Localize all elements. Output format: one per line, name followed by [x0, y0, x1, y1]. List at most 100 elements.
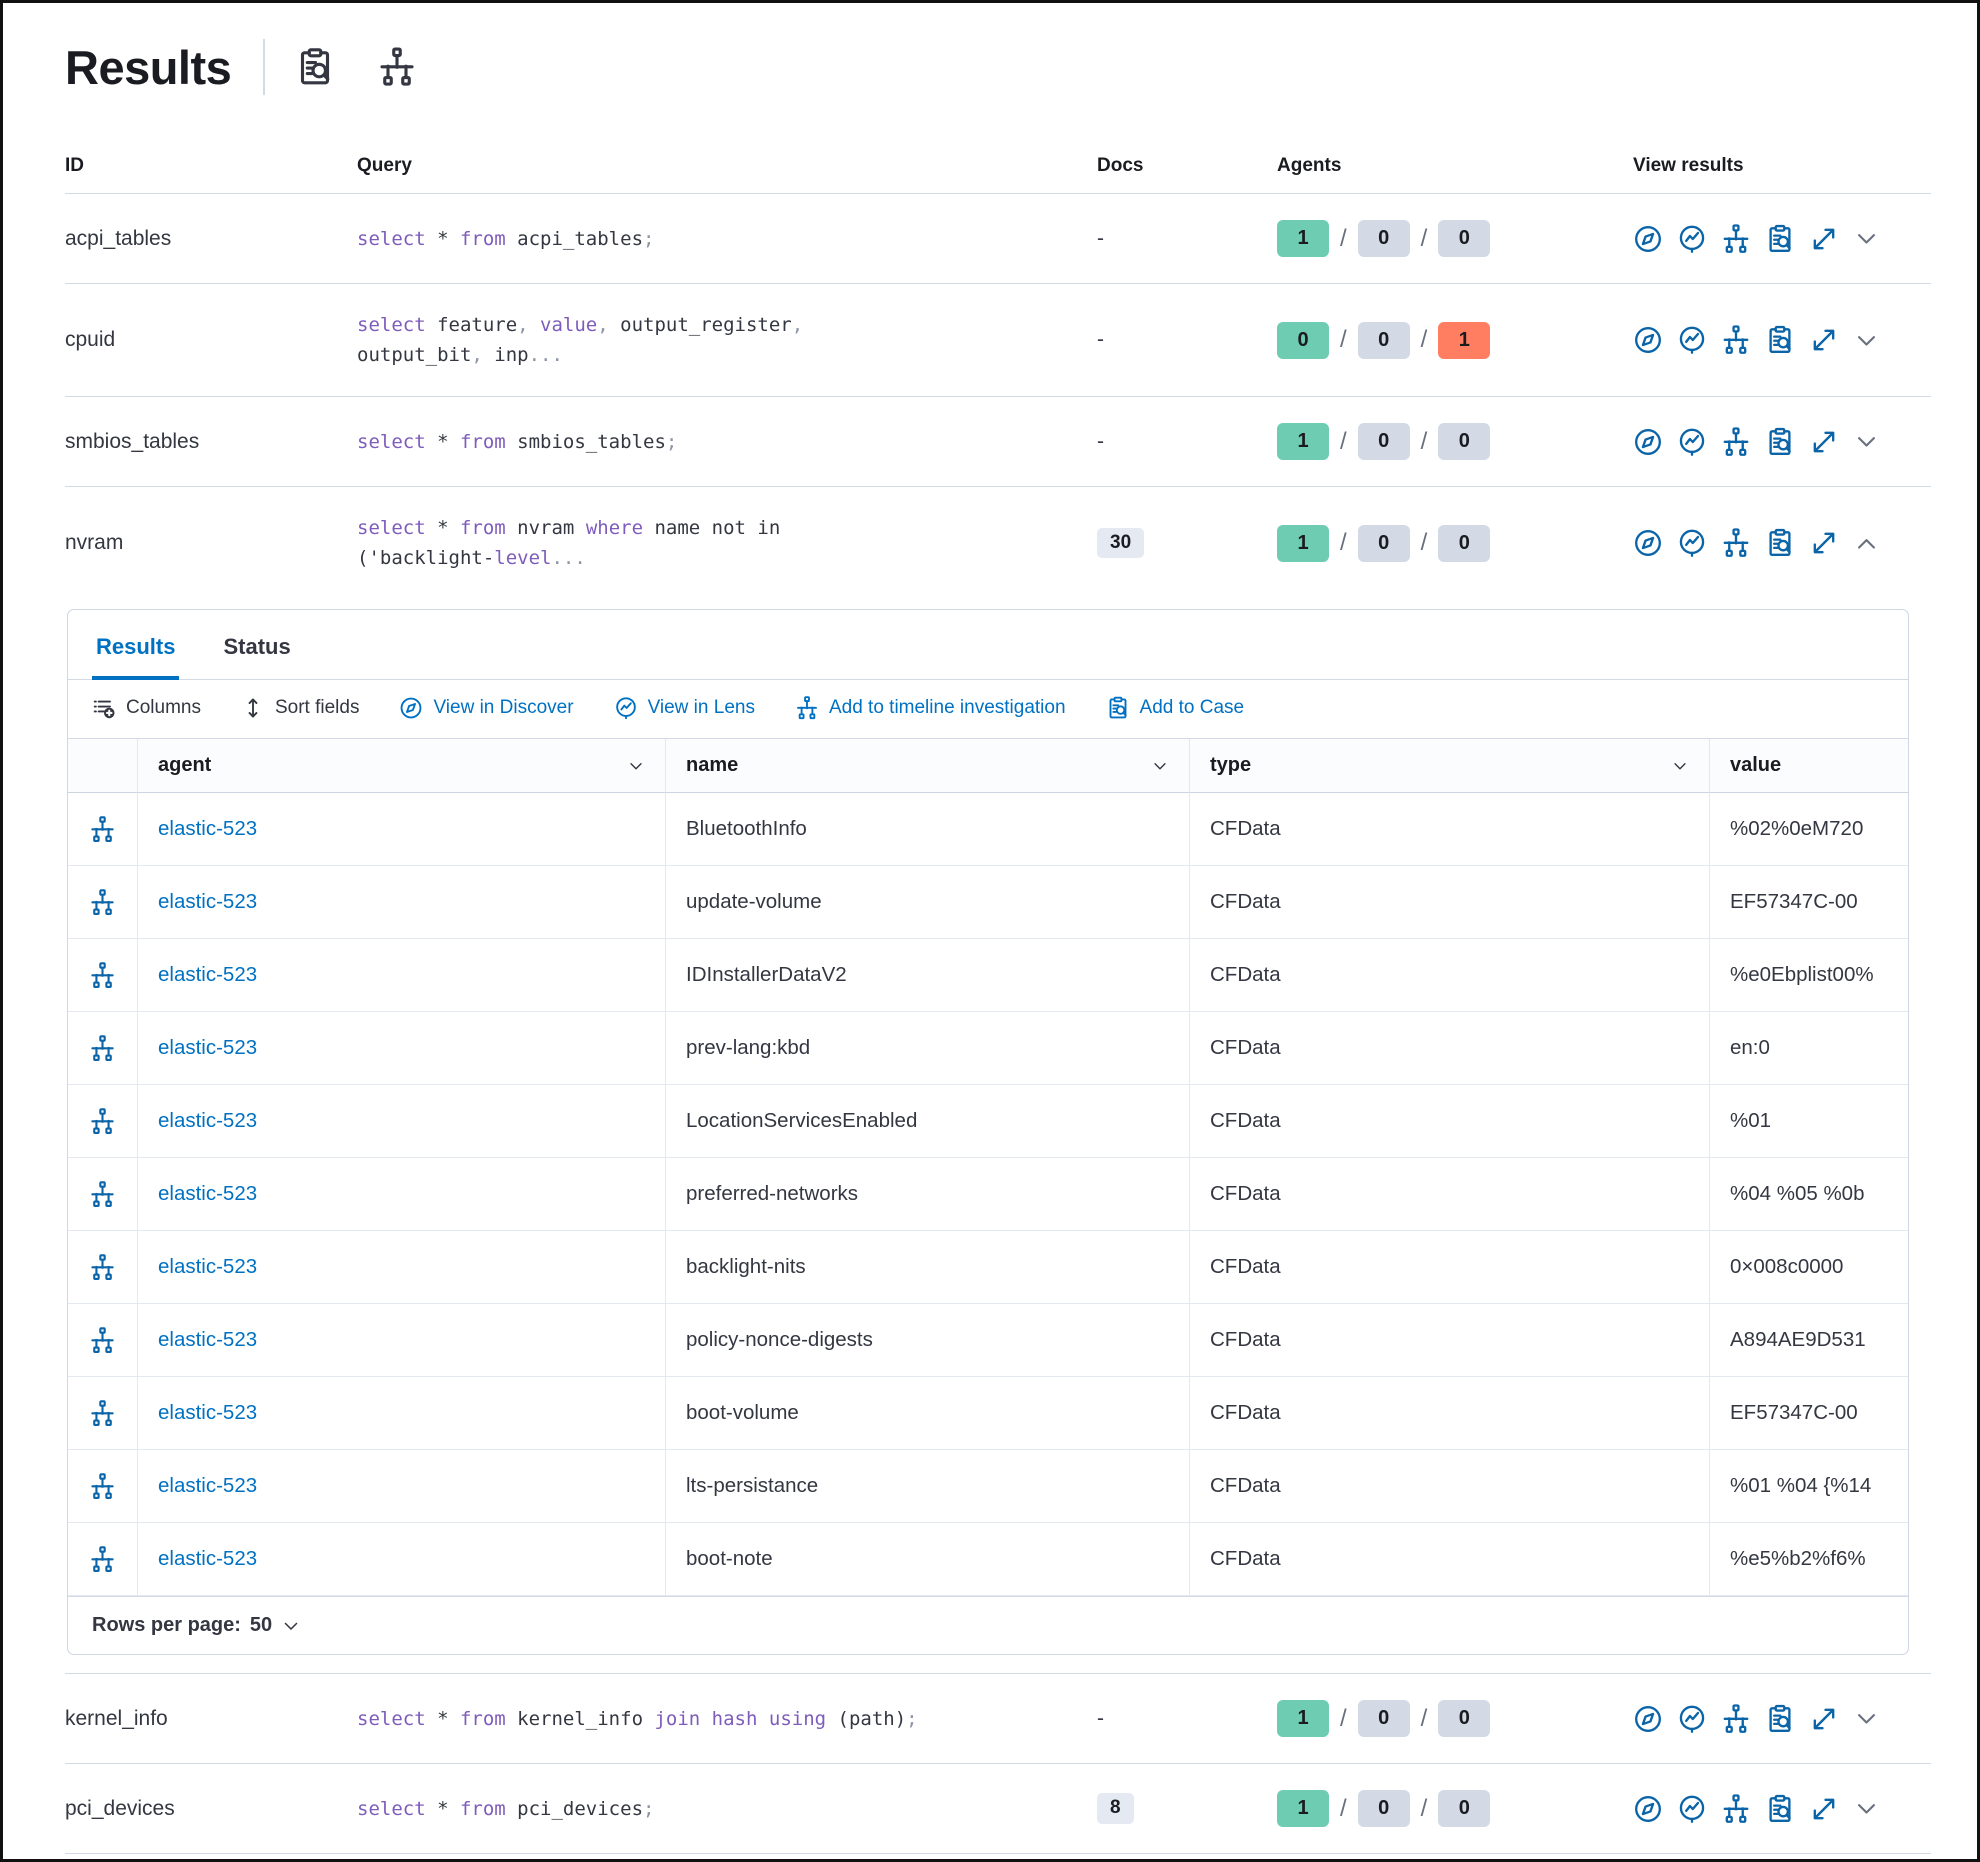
- agent-link[interactable]: elastic-523: [158, 1401, 258, 1424]
- cell-agent: elastic-523: [138, 1231, 666, 1304]
- cell-type: CFData: [1190, 793, 1710, 866]
- case-icon[interactable]: [1765, 224, 1795, 254]
- query-sql: select * from pci_devices;: [357, 1797, 655, 1820]
- timeline-icon[interactable]: [1721, 1703, 1751, 1734]
- expand-icon[interactable]: [1809, 224, 1839, 254]
- agent-link[interactable]: elastic-523: [158, 1547, 258, 1570]
- query-row-cpuid: cpuid select feature, value, output_regis…: [65, 284, 1931, 397]
- cell-value: %01 %04 {%14: [1710, 1450, 1908, 1523]
- toolbar-add-to-case[interactable]: Add to Case: [1106, 696, 1244, 720]
- expand-icon[interactable]: [1809, 528, 1839, 558]
- agent-count-badge-success: 1: [1277, 220, 1329, 257]
- discover-icon[interactable]: [1633, 528, 1663, 558]
- discover-icon[interactable]: [1633, 1704, 1663, 1734]
- tab-results[interactable]: Results: [92, 610, 180, 680]
- agent-link[interactable]: elastic-523: [158, 1474, 258, 1497]
- toolbar-columns[interactable]: Columns: [92, 696, 201, 720]
- lens-icon[interactable]: [1677, 1794, 1707, 1824]
- chevron-down-icon[interactable]: [1853, 225, 1880, 252]
- lens-icon[interactable]: [1677, 528, 1707, 558]
- case-icon[interactable]: [1765, 1794, 1795, 1824]
- case-icon[interactable]: [1765, 1704, 1795, 1734]
- chevron-down-icon[interactable]: [627, 757, 645, 775]
- discover-icon[interactable]: [1633, 427, 1663, 457]
- chevron-down-icon[interactable]: [1853, 1795, 1880, 1822]
- expand-icon[interactable]: [1809, 325, 1839, 355]
- chevron-down-icon[interactable]: [1853, 327, 1880, 354]
- case-icon[interactable]: [1765, 427, 1795, 457]
- toolbar-view-in-lens[interactable]: View in Lens: [614, 696, 755, 720]
- row-timeline-action[interactable]: [68, 1085, 138, 1158]
- row-timeline-action[interactable]: [68, 793, 138, 866]
- lens-icon[interactable]: [1677, 325, 1707, 355]
- sort-fields-icon: [241, 696, 265, 720]
- column-header-id: ID: [65, 155, 84, 176]
- expand-icon[interactable]: [1809, 1704, 1839, 1734]
- agent-link[interactable]: elastic-523: [158, 1182, 258, 1205]
- timeline-icon[interactable]: [1721, 223, 1751, 254]
- agents-separator: /: [1420, 326, 1428, 353]
- chevron-down-icon[interactable]: [1853, 428, 1880, 455]
- lens-icon[interactable]: [1677, 224, 1707, 254]
- timeline-icon[interactable]: [1721, 426, 1751, 457]
- lens-icon[interactable]: [1677, 427, 1707, 457]
- query-id: cpuid: [65, 328, 116, 351]
- chevron-down-icon[interactable]: [1671, 757, 1689, 775]
- discover-icon[interactable]: [1633, 1794, 1663, 1824]
- row-timeline-action[interactable]: [68, 1450, 138, 1523]
- toolbar-add-to-timeline-investigation[interactable]: Add to timeline investigation: [795, 696, 1066, 720]
- result-row: elastic-523 IDInstallerDataV2 CFData %e0Ebp…: [68, 939, 1908, 1012]
- row-timeline-action[interactable]: [68, 1523, 138, 1596]
- tab-status[interactable]: Status: [223, 634, 291, 659]
- grid-header-value[interactable]: value: [1710, 739, 1908, 793]
- timeline-icon[interactable]: [377, 47, 417, 87]
- results-table-header: ID Query Docs Agents View results: [65, 147, 1931, 194]
- inspect-icon[interactable]: [295, 47, 335, 87]
- row-timeline-action[interactable]: [68, 939, 138, 1012]
- toolbar-sort-fields[interactable]: Sort fields: [241, 696, 359, 720]
- grid-header-agent[interactable]: agent: [138, 739, 666, 793]
- row-timeline-action[interactable]: [68, 1231, 138, 1304]
- query-row-smbios_tables: smbios_tables select * from smbios_tables…: [65, 397, 1931, 487]
- expand-icon[interactable]: [1809, 1794, 1839, 1824]
- cell-agent: elastic-523: [138, 1158, 666, 1231]
- agent-count-badge-neutral: 0: [1357, 423, 1410, 460]
- row-timeline-action[interactable]: [68, 1158, 138, 1231]
- query-id: pci_devices: [65, 1796, 175, 1820]
- cell-agent: elastic-523: [138, 939, 666, 1012]
- case-icon[interactable]: [1765, 528, 1795, 558]
- case-icon[interactable]: [1765, 325, 1795, 355]
- agent-link[interactable]: elastic-523: [158, 1036, 258, 1059]
- cell-value: en:0: [1710, 1012, 1908, 1085]
- row-timeline-action[interactable]: [68, 866, 138, 939]
- expand-icon[interactable]: [1809, 427, 1839, 457]
- cell-name: lts-persistance: [666, 1450, 1190, 1523]
- grid-header-name[interactable]: name: [666, 739, 1190, 793]
- columns-icon: [92, 696, 116, 720]
- agent-link[interactable]: elastic-523: [158, 1255, 258, 1278]
- chevron-down-icon[interactable]: [1853, 1705, 1880, 1732]
- discover-icon[interactable]: [1633, 325, 1663, 355]
- agent-link[interactable]: elastic-523: [158, 890, 258, 913]
- docs-cell: 8: [1097, 1793, 1277, 1824]
- cell-type: CFData: [1190, 1523, 1710, 1596]
- timeline-icon[interactable]: [1721, 1793, 1751, 1824]
- cell-agent: elastic-523: [138, 1523, 666, 1596]
- chevron-up-icon[interactable]: [1853, 530, 1880, 557]
- cell-name: boot-note: [666, 1523, 1190, 1596]
- rows-per-page-control[interactable]: Rows per page: 50: [68, 1596, 1908, 1654]
- row-timeline-action[interactable]: [68, 1012, 138, 1085]
- agent-link[interactable]: elastic-523: [158, 1109, 258, 1132]
- toolbar-view-in-discover[interactable]: View in Discover: [399, 696, 574, 720]
- agent-link[interactable]: elastic-523: [158, 963, 258, 986]
- timeline-icon[interactable]: [1721, 528, 1751, 558]
- agent-link[interactable]: elastic-523: [158, 817, 258, 840]
- row-timeline-action[interactable]: [68, 1304, 138, 1377]
- grid-header-type[interactable]: type: [1190, 739, 1710, 793]
- timeline-icon[interactable]: [1721, 325, 1751, 355]
- agent-link[interactable]: elastic-523: [158, 1328, 258, 1351]
- lens-icon[interactable]: [1677, 1704, 1707, 1734]
- chevron-down-icon[interactable]: [1151, 757, 1169, 775]
- row-timeline-action[interactable]: [68, 1377, 138, 1450]
- discover-icon[interactable]: [1633, 224, 1663, 254]
